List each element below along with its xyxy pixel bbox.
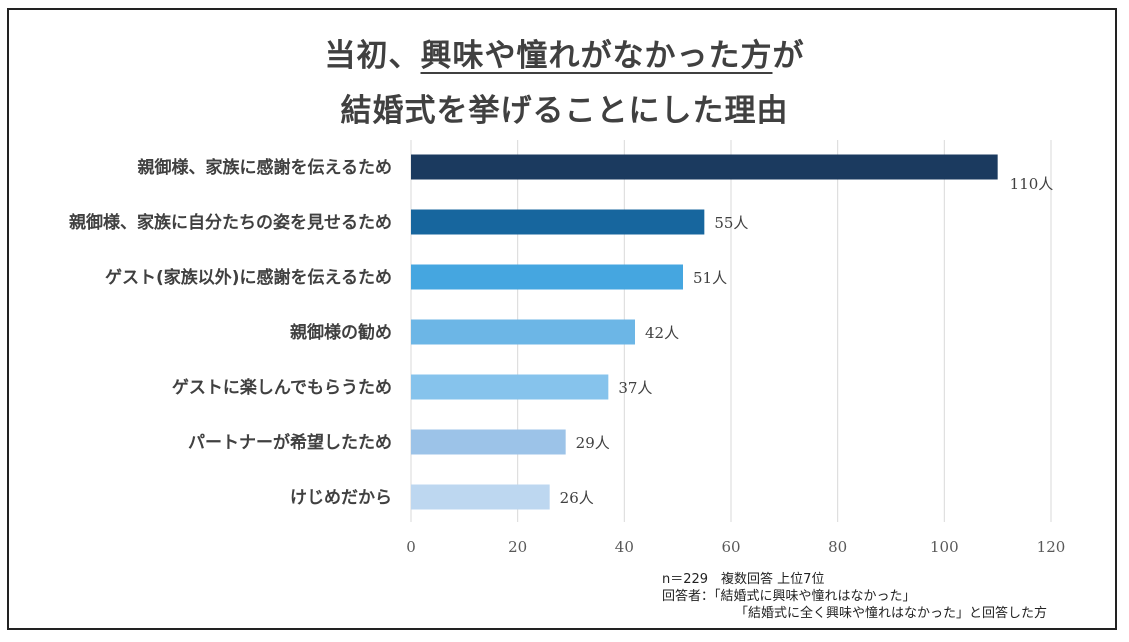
category-label: けじめだから [290, 488, 392, 508]
bar [411, 429, 566, 455]
category-label: 親御様の勧め [290, 322, 392, 343]
category-label: 親御様、家族に感謝を伝えるため [138, 157, 393, 178]
x-tick-label: 60 [721, 538, 740, 556]
footnote-respondents-cont: 「結婚式に全く興味や憧れはなかった」と回答した方 [735, 606, 1048, 621]
bar [411, 319, 635, 345]
data-label: 42人 [645, 324, 679, 342]
category-label: ゲストに楽しんでもらうため [172, 377, 392, 398]
data-label: 26人 [560, 489, 594, 507]
data-label: 51人 [693, 269, 727, 287]
value-labels: 110人 55人 51人 42人 37人 29人 26人 [560, 175, 1054, 507]
grid-lines [410, 140, 1052, 522]
category-label: パートナーが希望したため [188, 432, 392, 453]
bar [411, 264, 683, 290]
bar [411, 484, 550, 510]
title-underlined-phrase: 興味や憧れがなかった方 [420, 38, 773, 74]
x-axis-ticks: 0 20 40 60 80 100 120 [406, 538, 1065, 556]
footnote-respondents: 回答者：「結婚式に興味や憧れはなかった」 [662, 589, 916, 604]
chart-title-line-1: 当初、興味や憧れがなかった方が [0, 30, 1129, 75]
category-labels: 親御様、家族に感謝を伝えるため親御様、家族に自分たちの姿を見せるためゲスト(家族… [69, 157, 392, 508]
bar [411, 154, 998, 180]
x-tick-label: 0 [406, 538, 416, 556]
x-tick-label: 40 [615, 538, 634, 556]
data-label: 55人 [714, 214, 748, 232]
x-tick-label: 100 [930, 538, 959, 556]
bar [411, 374, 609, 400]
category-label: 親御様、家族に自分たちの姿を見せるため [69, 212, 392, 233]
category-label: ゲスト(家族以外)に感謝を伝えるため [105, 267, 392, 288]
footnote-sample-size: n＝229 複数回答 上位7位 [662, 572, 825, 587]
title-prefix: 当初、 [324, 38, 421, 74]
data-label: 29人 [576, 434, 610, 452]
x-tick-label: 120 [1037, 538, 1066, 556]
x-tick-label: 20 [508, 538, 527, 556]
x-tick-label: 80 [828, 538, 847, 556]
bar [411, 209, 705, 235]
chart-frame [7, 8, 1117, 630]
chart-title-line-2: 結婚式を挙げることにした理由 [340, 93, 789, 129]
bars [411, 154, 998, 510]
footnote: n＝229 複数回答 上位7位 回答者：「結婚式に興味や憧れはなかった」 「結婚… [662, 571, 1047, 622]
title-suffix: が [772, 38, 805, 74]
data-label: 110人 [1010, 175, 1054, 193]
data-label: 37人 [618, 379, 652, 397]
